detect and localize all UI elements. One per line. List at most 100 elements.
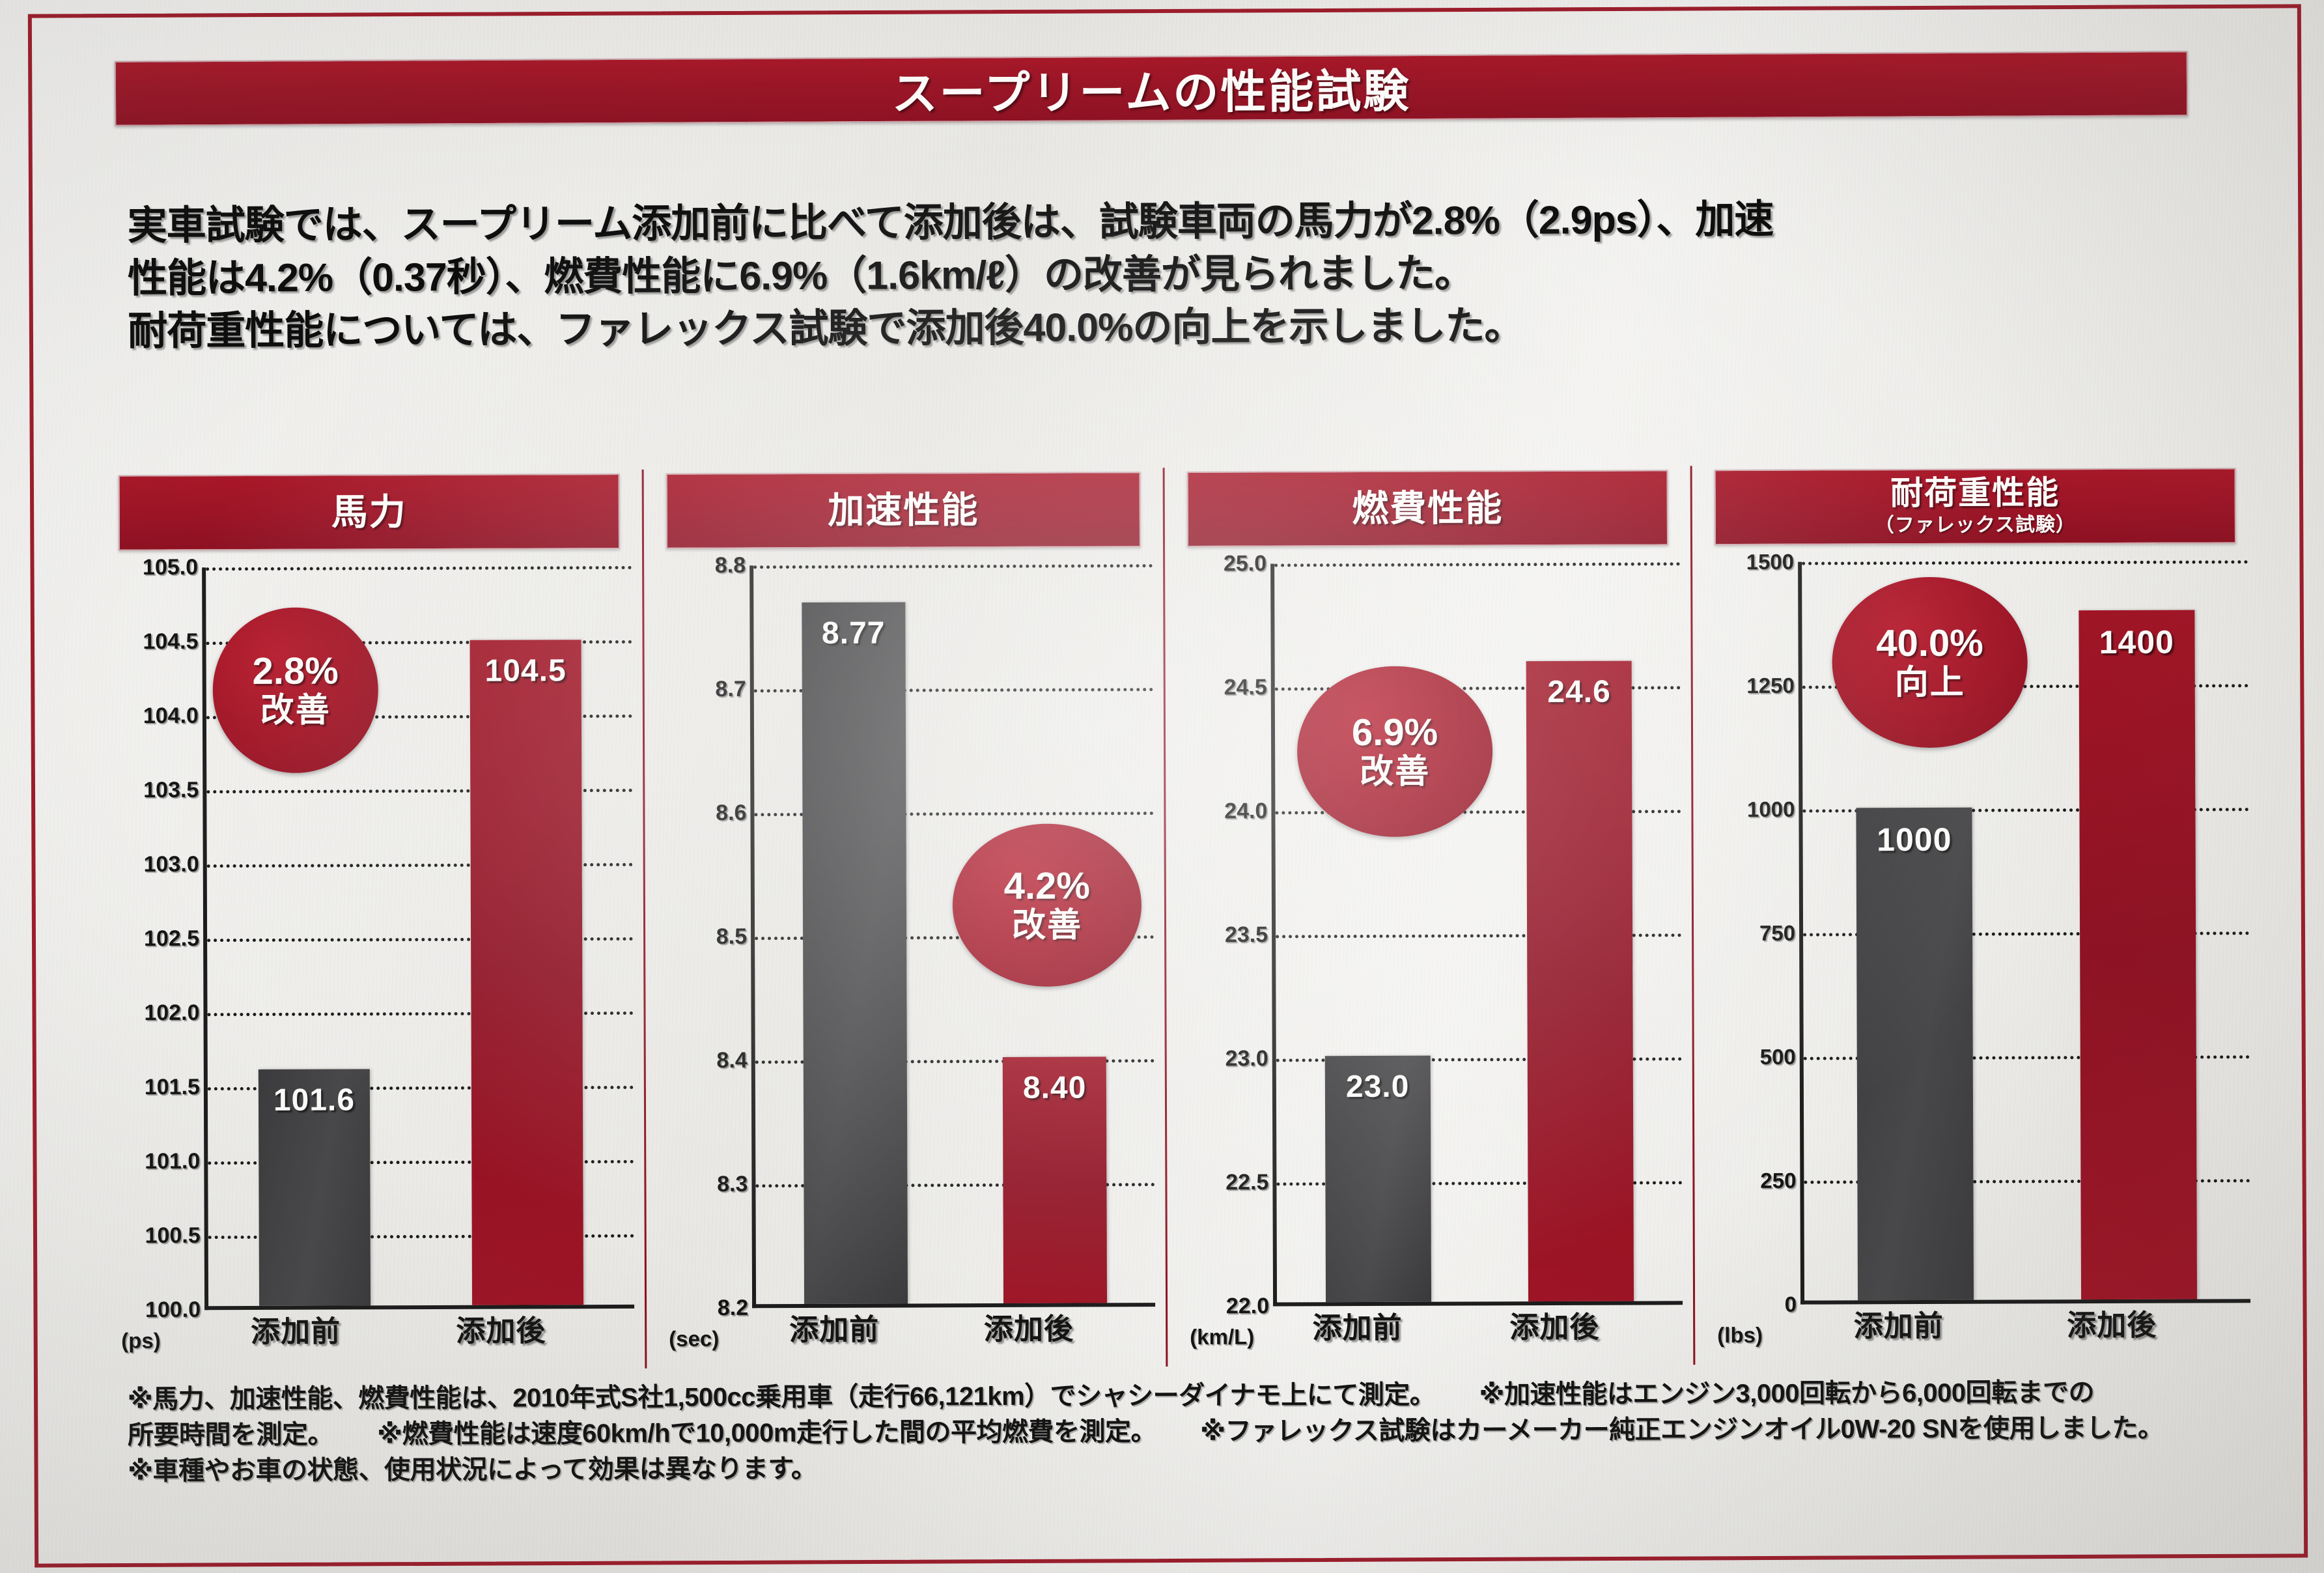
footnote-1a: ※馬力、加速性能、燃費性能は、2010年式S社1,500cc乗用車（走行66,1… bbox=[127, 1380, 1436, 1414]
footnote-2c: ※ファレックス試験はカーメーカー純正エンジンオイル0W-20 SNを使用しました… bbox=[1200, 1413, 2164, 1447]
chart-title-horsepower: 馬力 bbox=[331, 490, 407, 533]
y-tick: 500 bbox=[1759, 1044, 1796, 1069]
bar-after-acceleration: 8.40 bbox=[1002, 1056, 1108, 1303]
bar-after-horsepower: 104.5 bbox=[469, 640, 583, 1305]
y-tick: 104.0 bbox=[143, 703, 199, 729]
y-axis-labels-acceleration: 8.8 8.7 8.6 8.5 8.4 8.3 8.2 bbox=[666, 553, 752, 1320]
y-tick: 750 bbox=[1759, 920, 1796, 945]
y-tick: 103.0 bbox=[143, 851, 199, 877]
chart-title-acceleration: 加速性能 bbox=[828, 489, 979, 531]
y-tick: 102.5 bbox=[143, 926, 200, 952]
y-tick: 100.5 bbox=[145, 1223, 201, 1249]
chart-title-bar-load-bearing: 耐荷重性能 （ファレックス試験） bbox=[1714, 468, 2237, 546]
y-tick: 24.5 bbox=[1224, 675, 1267, 700]
plot-area-load-bearing: 1500 1250 1000 750 500 250 0 1000 14 bbox=[1715, 550, 2251, 1316]
y-tick: 23.5 bbox=[1224, 922, 1268, 948]
y-tick: 103.5 bbox=[143, 777, 199, 803]
x-label-after: 添加後 bbox=[456, 1314, 546, 1348]
chart-panel-horsepower: 馬力 105.0 104.5 104.0 103.5 103.0 102.5 1… bbox=[96, 470, 645, 1370]
y-tick: 8.4 bbox=[716, 1047, 748, 1073]
y-tick: 8.8 bbox=[714, 552, 746, 578]
lede-paragraph: 実車試験では、スープリーム添加前に比べて添加後は、試験車両の馬力が2.8%（2.… bbox=[128, 191, 2186, 358]
improvement-badge-acceleration: 4.2% 改善 bbox=[952, 823, 1142, 987]
bar-before-load-bearing: 1000 bbox=[1856, 807, 1974, 1301]
footnotes: ※馬力、加速性能、燃費性能は、2010年式S社1,500cc乗用車（走行66,1… bbox=[128, 1374, 2238, 1490]
bar-value-label: 24.6 bbox=[1547, 674, 1611, 709]
bar-before-acceleration: 8.77 bbox=[801, 602, 908, 1305]
y-axis-labels-load-bearing: 1500 1250 1000 750 500 250 0 bbox=[1715, 550, 1800, 1316]
bar-after-fuel-economy: 24.6 bbox=[1526, 660, 1634, 1302]
x-axis-labels-horsepower: (ps) 添加前 添加後 bbox=[121, 1309, 634, 1353]
lede-line-1: 実車試験では、スープリーム添加前に比べて添加後は、試験車両の馬力が2.8%（2.… bbox=[127, 197, 1774, 248]
footnote-line-3: ※車種やお車の状態、使用状況によって効果は異なります。 bbox=[128, 1454, 817, 1486]
y-tick: 105.0 bbox=[142, 554, 199, 580]
y-tick: 8.7 bbox=[715, 676, 746, 702]
bar-value-label: 1000 bbox=[1877, 821, 1952, 858]
y-tick: 1250 bbox=[1746, 673, 1795, 698]
plot-area-horsepower: 105.0 104.5 104.0 103.5 103.0 102.5 102.… bbox=[119, 555, 635, 1322]
x-axis-labels-acceleration: (sec) 添加前 添加後 bbox=[669, 1307, 1155, 1351]
bars-fuel-economy: 23.0 24.6 bbox=[1274, 562, 1683, 1303]
footnote-2b: ※燃費性能は速度60km/hで10,000m走行した間の平均燃費を測定。 bbox=[377, 1417, 1156, 1449]
badge-percent: 6.9% bbox=[1351, 711, 1438, 754]
bar-value-label: 8.40 bbox=[1022, 1070, 1087, 1106]
x-label-before: 添加前 bbox=[1312, 1311, 1403, 1345]
footnote-2a: 所要時間を測定。 bbox=[127, 1420, 334, 1450]
badge-percent: 4.2% bbox=[1003, 864, 1091, 907]
chart-panel-fuel-economy: 燃費性能 25.0 24.5 24.0 23.5 23.0 22.5 22.0 bbox=[1162, 466, 1694, 1367]
y-tick: 250 bbox=[1760, 1168, 1797, 1193]
bar-value-label: 104.5 bbox=[484, 653, 567, 689]
plot-area-fuel-economy: 25.0 24.5 24.0 23.5 23.0 22.5 22.0 23.0 bbox=[1187, 551, 1683, 1318]
y-tick: 1500 bbox=[1746, 549, 1795, 574]
x-axis-labels-fuel-economy: (km/L) 添加前 添加後 bbox=[1190, 1305, 1683, 1349]
improvement-badge-fuel-economy: 6.9% 改善 bbox=[1296, 666, 1493, 838]
y-axis-labels-fuel-economy: 25.0 24.5 24.0 23.5 23.0 22.5 22.0 bbox=[1187, 551, 1273, 1318]
y-tick: 8.3 bbox=[717, 1171, 748, 1197]
y-tick: 101.5 bbox=[144, 1074, 200, 1100]
bar-value-label: 23.0 bbox=[1345, 1070, 1410, 1105]
y-axis-unit: (ps) bbox=[121, 1328, 161, 1353]
lede-line-3: 耐荷重性能については、ファレックス試験で添加後40.0%の向上を示しました。 bbox=[128, 304, 1524, 354]
badge-word: 改善 bbox=[1011, 906, 1083, 944]
y-axis-labels-horsepower: 105.0 104.5 104.0 103.5 103.0 102.5 102.… bbox=[119, 555, 204, 1322]
y-axis-unit: (km/L) bbox=[1190, 1324, 1255, 1349]
page-title-bar: スープリームの性能試験 bbox=[114, 51, 2189, 126]
y-tick: 25.0 bbox=[1223, 551, 1267, 576]
bar-after-load-bearing: 1400 bbox=[2079, 610, 2197, 1300]
y-tick: 23.0 bbox=[1225, 1046, 1268, 1071]
chart-panel-load-bearing: 耐荷重性能 （ファレックス試験） 1500 1250 1000 750 500 … bbox=[1690, 464, 2261, 1365]
bar-before-horsepower: 101.6 bbox=[259, 1069, 371, 1306]
chart-title-load-bearing: 耐荷重性能 bbox=[1890, 474, 2060, 511]
page-title: スープリームの性能試験 bbox=[891, 65, 1411, 119]
chart-title-fuel-economy: 燃費性能 bbox=[1352, 487, 1504, 529]
chart-title-bar-acceleration: 加速性能 bbox=[665, 472, 1141, 549]
x-label-before: 添加前 bbox=[789, 1312, 880, 1347]
badge-percent: 2.8% bbox=[252, 649, 339, 692]
x-label-after: 添加後 bbox=[2067, 1308, 2157, 1342]
bar-value-label: 1400 bbox=[2099, 623, 2174, 661]
badge-word: 改善 bbox=[260, 691, 331, 730]
lede-line-2: 性能は4.2%（0.37秒）、燃費性能に6.9%（1.6km/ℓ）の改善が見られ… bbox=[127, 251, 1474, 301]
chart-panel-acceleration: 加速性能 8.8 8.7 8.6 8.5 8.4 8.3 8.2 8.77 bbox=[641, 468, 1166, 1368]
y-tick: 102.0 bbox=[144, 1000, 200, 1026]
bar-value-label: 8.77 bbox=[821, 616, 886, 651]
y-tick: 8.5 bbox=[716, 924, 748, 949]
improvement-badge-load-bearing: 40.0% 向上 bbox=[1832, 576, 2028, 748]
x-label-before: 添加前 bbox=[1853, 1309, 1944, 1343]
chart-title-bar-fuel-economy: 燃費性能 bbox=[1186, 470, 1669, 547]
y-tick: 1000 bbox=[1746, 797, 1795, 821]
badge-word: 改善 bbox=[1360, 752, 1431, 791]
y-axis-unit: (sec) bbox=[669, 1326, 720, 1351]
y-tick: 22.5 bbox=[1225, 1169, 1269, 1195]
y-axis-unit: (lbs) bbox=[1717, 1322, 1763, 1348]
footnote-1b: ※加速性能はエンジン3,000回転から6,000回転までの bbox=[1479, 1378, 2095, 1410]
chart-title-bar-horsepower: 馬力 bbox=[118, 473, 621, 551]
charts-row: 馬力 105.0 104.5 104.0 103.5 103.0 102.5 1… bbox=[96, 464, 2261, 1370]
badge-percent: 40.0% bbox=[1876, 621, 1983, 664]
bar-value-label: 101.6 bbox=[273, 1083, 356, 1118]
y-tick: 8.6 bbox=[716, 800, 747, 825]
x-label-before: 添加前 bbox=[251, 1314, 341, 1348]
footnote-line-2: 所要時間を測定。 ※燃費性能は速度60km/hで10,000m走行した間の平均燃… bbox=[128, 1411, 2237, 1454]
badge-word: 向上 bbox=[1894, 663, 1965, 701]
